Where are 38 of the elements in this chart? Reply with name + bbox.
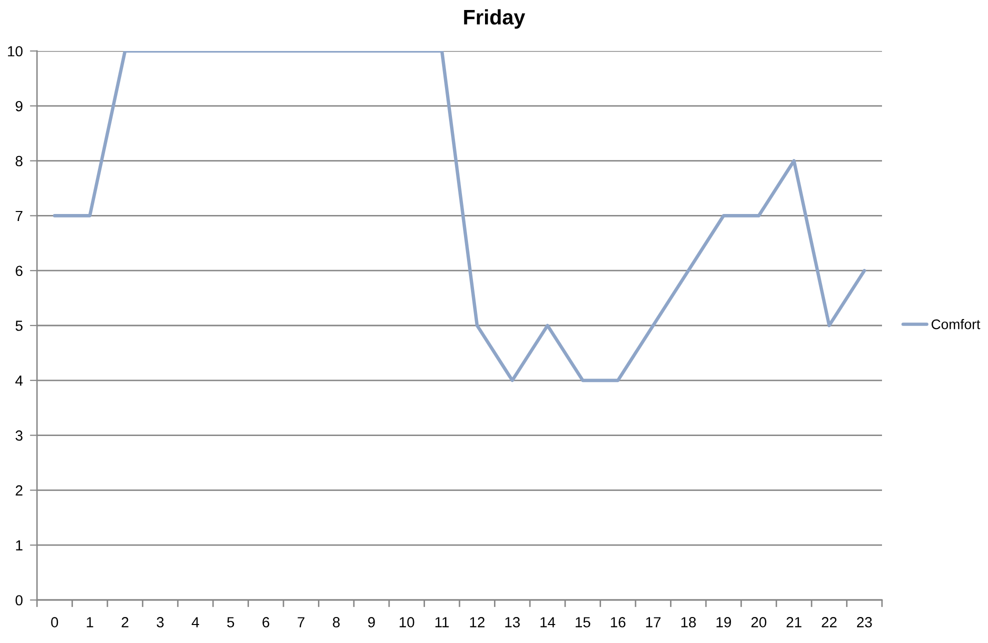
x-tick-label: 11 (435, 617, 449, 628)
x-tick-label: 4 (192, 617, 200, 628)
x-tick-label: 17 (646, 617, 661, 628)
line-series (52, 51, 866, 382)
y-tick-label: 10 (8, 46, 23, 56)
x-tick-label: 6 (262, 617, 270, 628)
x-tick-label: 20 (751, 617, 766, 628)
y-tick-label: 5 (16, 320, 22, 331)
x-tick-label: 16 (610, 617, 626, 628)
x-tick-label: 22 (822, 617, 837, 628)
legend-label: Comfort (932, 319, 980, 330)
x-tick-label: 21 (786, 617, 802, 628)
x-tick-label: 5 (227, 617, 234, 628)
y-tick-label: 1 (16, 540, 22, 550)
x-tick-label: 9 (368, 617, 375, 628)
y-tick-label: 0 (16, 595, 23, 606)
x-tick-label: 19 (716, 617, 731, 628)
y-tick-label: 4 (15, 376, 23, 386)
x-tick-label: 23 (857, 617, 872, 628)
y-tick-label: 6 (16, 266, 22, 276)
x-tick-label: 15 (576, 617, 590, 628)
chart-title: Friday (464, 9, 526, 29)
x-tick-label: 0 (51, 617, 58, 628)
x-tick-label: 12 (470, 617, 484, 628)
x-tick-label: 2 (122, 617, 128, 628)
x-tick-label: 3 (156, 617, 164, 628)
x-tick-label: 18 (681, 617, 696, 628)
x-tick-label: 7 (298, 617, 304, 628)
x-tick-label: 13 (505, 617, 520, 628)
x-tick-label: 10 (400, 617, 414, 628)
y-tick-label: 7 (16, 210, 22, 221)
x-tick-label: 8 (332, 617, 340, 628)
y-tick-label: 8 (16, 156, 22, 166)
x-tick-label: 1 (86, 617, 94, 628)
y-tick-label: 9 (16, 101, 22, 112)
y-tick-label: 2 (16, 485, 22, 496)
x-tick-label: 14 (540, 617, 556, 628)
y-tick-label: 3 (16, 430, 22, 441)
